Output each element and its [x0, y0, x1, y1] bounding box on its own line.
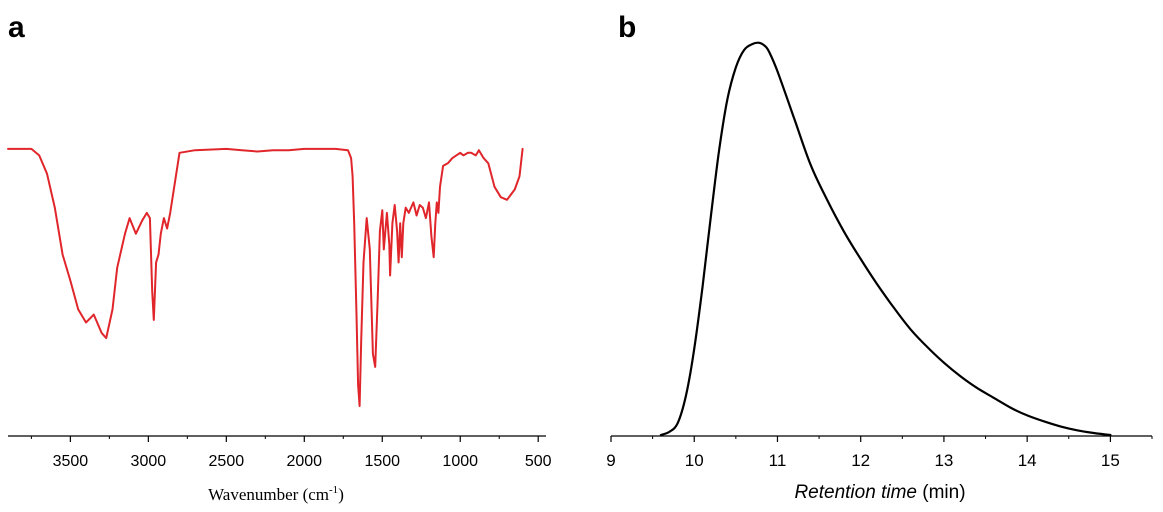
x-tick-label-a: 1000	[442, 453, 478, 470]
x-tick-label-b: 10	[685, 451, 704, 470]
x-tick-label-b: 14	[1018, 451, 1037, 470]
x-axis-label-b: Retention time (min)	[794, 482, 965, 503]
panel-b-gpc-chart: b 9 10 11 12 13 14 15 Retention time (min)	[606, 11, 1153, 503]
panel-label-a: a	[8, 11, 25, 44]
x-tick-label-b: 12	[851, 451, 870, 470]
panel-label-b: b	[618, 11, 636, 44]
x-tick-label-a: 500	[525, 453, 552, 470]
x-tick-label-b: 15	[1101, 451, 1120, 470]
panel-a-ftir-chart: a 3500 3000 2500 2000 1500 1000 500 Wavenumber…	[7, 11, 552, 504]
x-tick-label-b: 11	[769, 451, 787, 470]
x-tick-label-a: 2000	[286, 453, 322, 470]
x-tick-label-a: 3000	[131, 453, 167, 470]
x-ticks-b: 9 10 11 12 13 14 15	[606, 436, 1153, 470]
chromatogram-line	[659, 41, 1112, 437]
x-tick-label-b: 13	[934, 451, 953, 470]
x-tick-label-b: 9	[606, 451, 615, 470]
x-tick-label-a: 3500	[53, 453, 89, 470]
ftir-spectrum-line	[7, 147, 524, 407]
x-tick-label-a: 1500	[364, 453, 400, 470]
x-axis-label-a: Wavenumber (cm-1)	[208, 484, 344, 504]
x-ticks-a: 3500 3000 2500 2000 1500 1000 500	[30, 436, 552, 470]
x-tick-label-a: 2500	[209, 453, 245, 470]
